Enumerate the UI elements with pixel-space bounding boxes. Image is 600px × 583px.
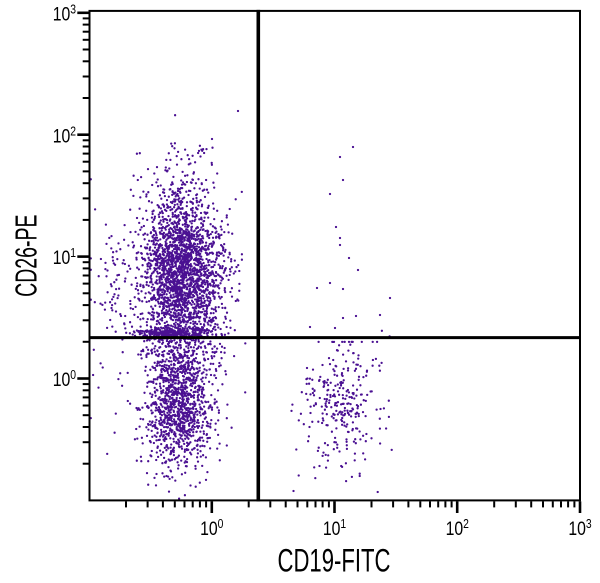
svg-text:CD26-PE: CD26-PE [10,215,44,297]
svg-text:100: 100 [53,369,76,391]
svg-text:101: 101 [323,518,346,540]
svg-text:103: 103 [568,518,591,540]
svg-text:CD19-FITC: CD19-FITC [277,543,390,579]
svg-text:101: 101 [53,247,76,269]
svg-text:102: 102 [53,125,76,147]
svg-text:102: 102 [446,518,469,540]
svg-text:100: 100 [200,518,223,540]
svg-text:103: 103 [53,3,76,25]
